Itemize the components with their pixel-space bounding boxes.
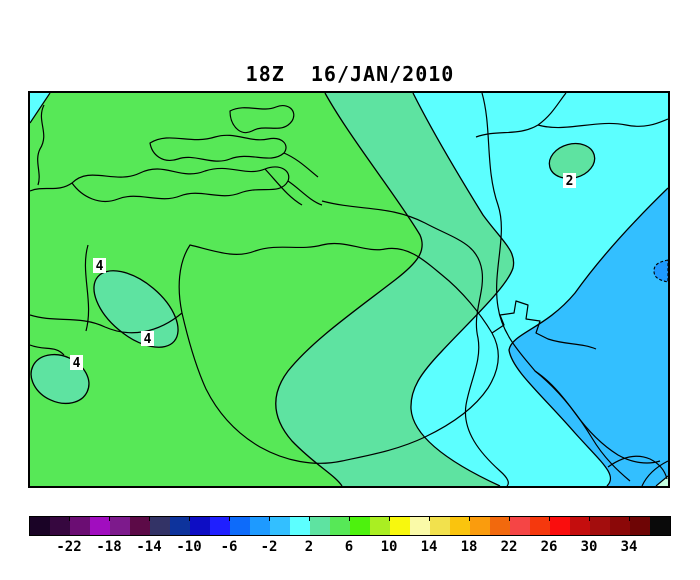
colorbar-segment <box>110 517 130 535</box>
colorbar-segment <box>550 517 570 535</box>
map-plot-area: 4 4 4 2 <box>28 91 670 488</box>
colorbar-segment <box>310 517 330 535</box>
colorbar-tick-label: 14 <box>420 539 438 555</box>
long-border-east <box>321 200 509 486</box>
colorbar-segment <box>650 517 670 535</box>
contour-lines <box>275 93 668 486</box>
colorbar-segment <box>510 517 530 535</box>
colorbar-segment <box>370 517 390 535</box>
colorbar-tick-label: -2 <box>260 539 278 555</box>
colorbar-segment <box>90 517 110 535</box>
high-blob-northeast <box>548 142 596 180</box>
region-fill-blue-m2-0 <box>509 188 668 486</box>
colorbar-segment <box>350 517 370 535</box>
colorbar-segment <box>230 517 250 535</box>
colorbar-tick-label: 34 <box>620 539 638 555</box>
contour-label-2: 2 <box>563 173 576 189</box>
jagged-peninsula <box>491 300 597 350</box>
colorbar-tick-label: -14 <box>136 539 162 555</box>
contour-label-text: 4 <box>73 356 81 371</box>
contour-label-text: 2 <box>566 174 574 189</box>
lakes-connectors <box>30 152 323 206</box>
region-fill-mint-2-4 <box>275 93 514 486</box>
colorbar-tick-label: -18 <box>96 539 122 555</box>
colorbar-tick-labels: -22 -18 -14 -10 -6 -2 2 6 10 14 18 22 26 30 34 <box>29 539 669 559</box>
colorbar-segment <box>190 517 210 535</box>
colorbar-tick-label: 10 <box>380 539 398 555</box>
colorbar-tick-label: 18 <box>460 539 478 555</box>
colorbar-tick-label: 30 <box>580 539 598 555</box>
colorbar-tick-label: -6 <box>220 539 238 555</box>
contour-line-2 <box>410 93 515 486</box>
lakes-cluster <box>71 166 290 203</box>
colorbar-legend: -22 -18 -14 -10 -6 -2 2 6 10 14 18 22 26 30 34 <box>29 516 671 559</box>
colorbar-segment <box>30 517 50 535</box>
colorbar-segment <box>170 517 190 535</box>
colorbar-segment <box>210 517 230 535</box>
lakes-cluster-3 <box>229 105 295 134</box>
colorbar-segment <box>290 517 310 535</box>
contour-line-0 <box>508 187 668 486</box>
colorbar-segment <box>610 517 630 535</box>
colorbar-tick-label: -10 <box>176 539 202 555</box>
colorbar-tick-label: 26 <box>540 539 558 555</box>
colorbar-segment <box>50 517 70 535</box>
contour-label-4-b: 4 <box>141 331 154 347</box>
contour-label-4-c: 4 <box>70 355 83 371</box>
colorbar-tick-label: 2 <box>304 539 314 555</box>
central-sea-outline <box>178 242 499 464</box>
contour-label-text: 4 <box>96 259 104 274</box>
colorbar-segment <box>330 517 350 535</box>
colorbar-segment <box>630 517 650 535</box>
northeast-borders <box>475 93 668 138</box>
colorbar-segment <box>410 517 430 535</box>
colorbar-segment <box>450 517 470 535</box>
colorbar-segment <box>430 517 450 535</box>
colorbar-segment <box>570 517 590 535</box>
contour-map-canvas: 4 4 4 2 <box>30 93 668 486</box>
colorbar-segment <box>590 517 610 535</box>
northwest-zigzag <box>30 93 51 186</box>
contour-label-text: 4 <box>144 332 152 347</box>
colorbar-tick-label: 6 <box>344 539 354 555</box>
colorbar-segment <box>150 517 170 535</box>
colorbar-segment <box>130 517 150 535</box>
colorbar-segment <box>530 517 550 535</box>
southeast-coastlines <box>534 370 668 486</box>
colorbar-segment <box>70 517 90 535</box>
contour-label-4-a: 4 <box>93 258 106 274</box>
west-borders <box>30 244 183 356</box>
colorbar <box>29 516 671 536</box>
chart-title: 18Z 16/JAN/2010 <box>245 62 455 86</box>
region-fill-deep-sliver <box>653 259 668 283</box>
colorbar-segment <box>270 517 290 535</box>
contour-line-4 <box>275 93 423 486</box>
colorbar-segment <box>250 517 270 535</box>
colorbar-segment <box>490 517 510 535</box>
colorbar-tick-label: 22 <box>500 539 518 555</box>
colorbar-tick-label: -22 <box>56 539 82 555</box>
colorbar-segment <box>390 517 410 535</box>
colorbar-segment <box>470 517 490 535</box>
coastline-borders <box>30 93 668 486</box>
border-vertical-right <box>481 93 631 482</box>
